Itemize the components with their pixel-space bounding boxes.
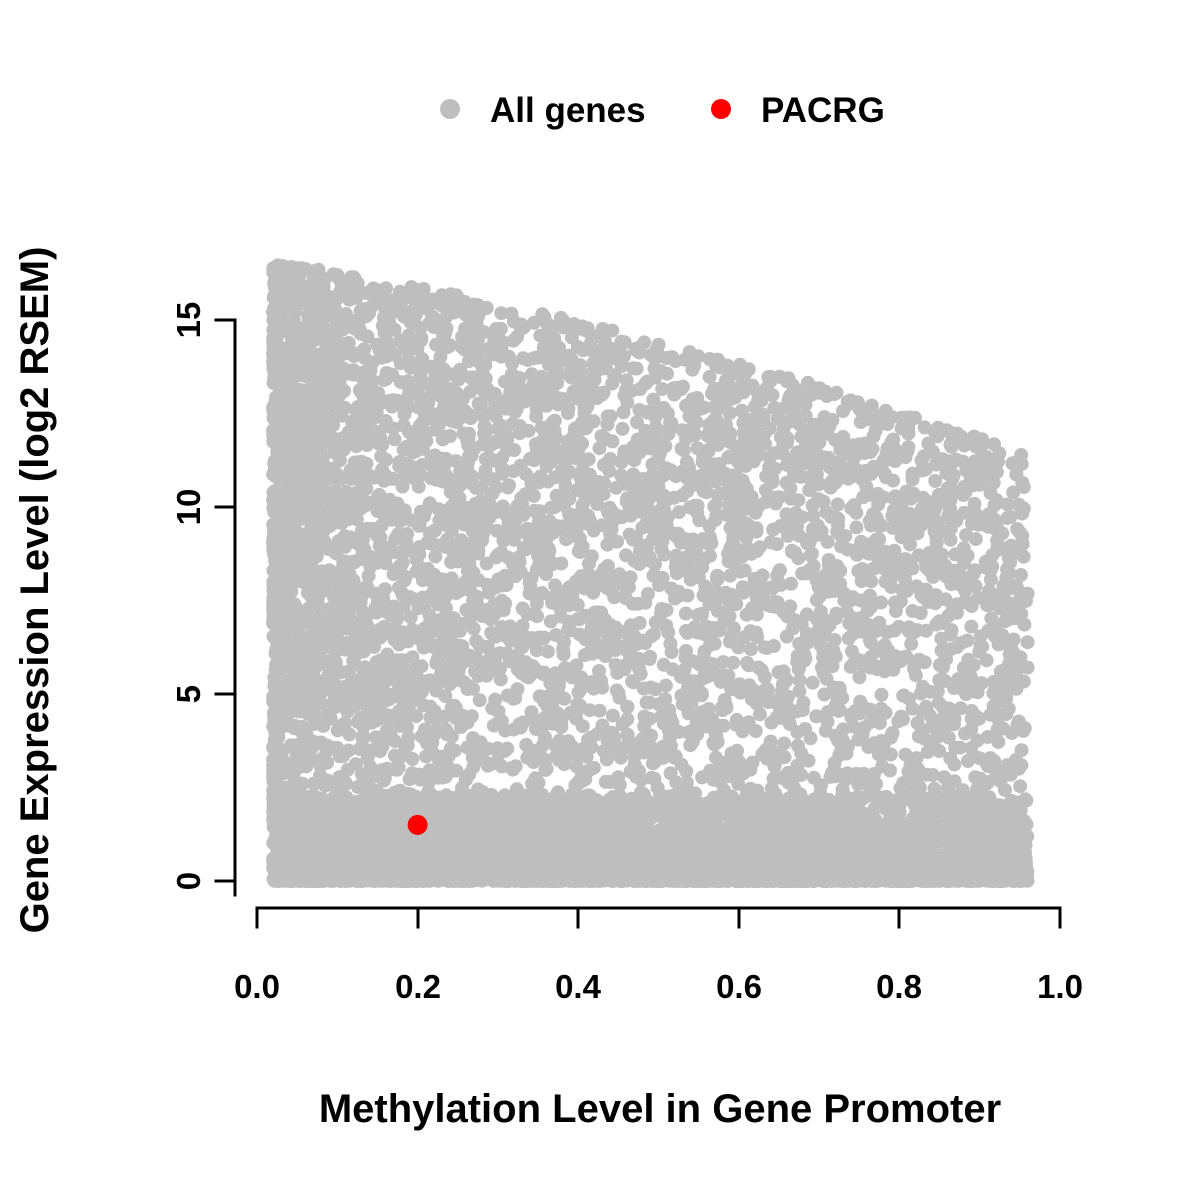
legend-label-all-genes: All genes — [490, 91, 646, 130]
legend: All genes PACRG — [440, 91, 885, 130]
legend-marker-all-genes-icon — [440, 99, 460, 119]
x-tick-label-5: 1.0 — [1037, 968, 1083, 1005]
x-tick-label-0: 0.0 — [234, 968, 280, 1005]
y-tick-label-3: 15 — [170, 302, 207, 339]
pacrg-point — [407, 814, 428, 835]
x-tick-label-2: 0.4 — [555, 968, 602, 1005]
x-axis-title: Methylation Level in Gene Promoter — [319, 1087, 1001, 1131]
x-axis: 0.0 0.2 0.4 0.6 0.8 1.0 — [234, 906, 1083, 1005]
y-tick-label-2: 10 — [170, 489, 207, 526]
legend-marker-pacrg-icon — [711, 99, 731, 119]
legend-label-pacrg: PACRG — [761, 91, 885, 130]
y-axis: 0 5 10 15 — [170, 302, 237, 897]
y-axis-title: Gene Expression Level (log2 RSEM) — [13, 247, 57, 934]
y-tick-label-1: 5 — [170, 685, 207, 703]
y-tick-label-0: 0 — [170, 872, 207, 890]
all-genes-points — [266, 258, 1035, 888]
x-tick-label-3: 0.6 — [716, 968, 762, 1005]
x-tick-label-4: 0.8 — [876, 968, 922, 1005]
x-tick-label-1: 0.2 — [395, 968, 441, 1005]
